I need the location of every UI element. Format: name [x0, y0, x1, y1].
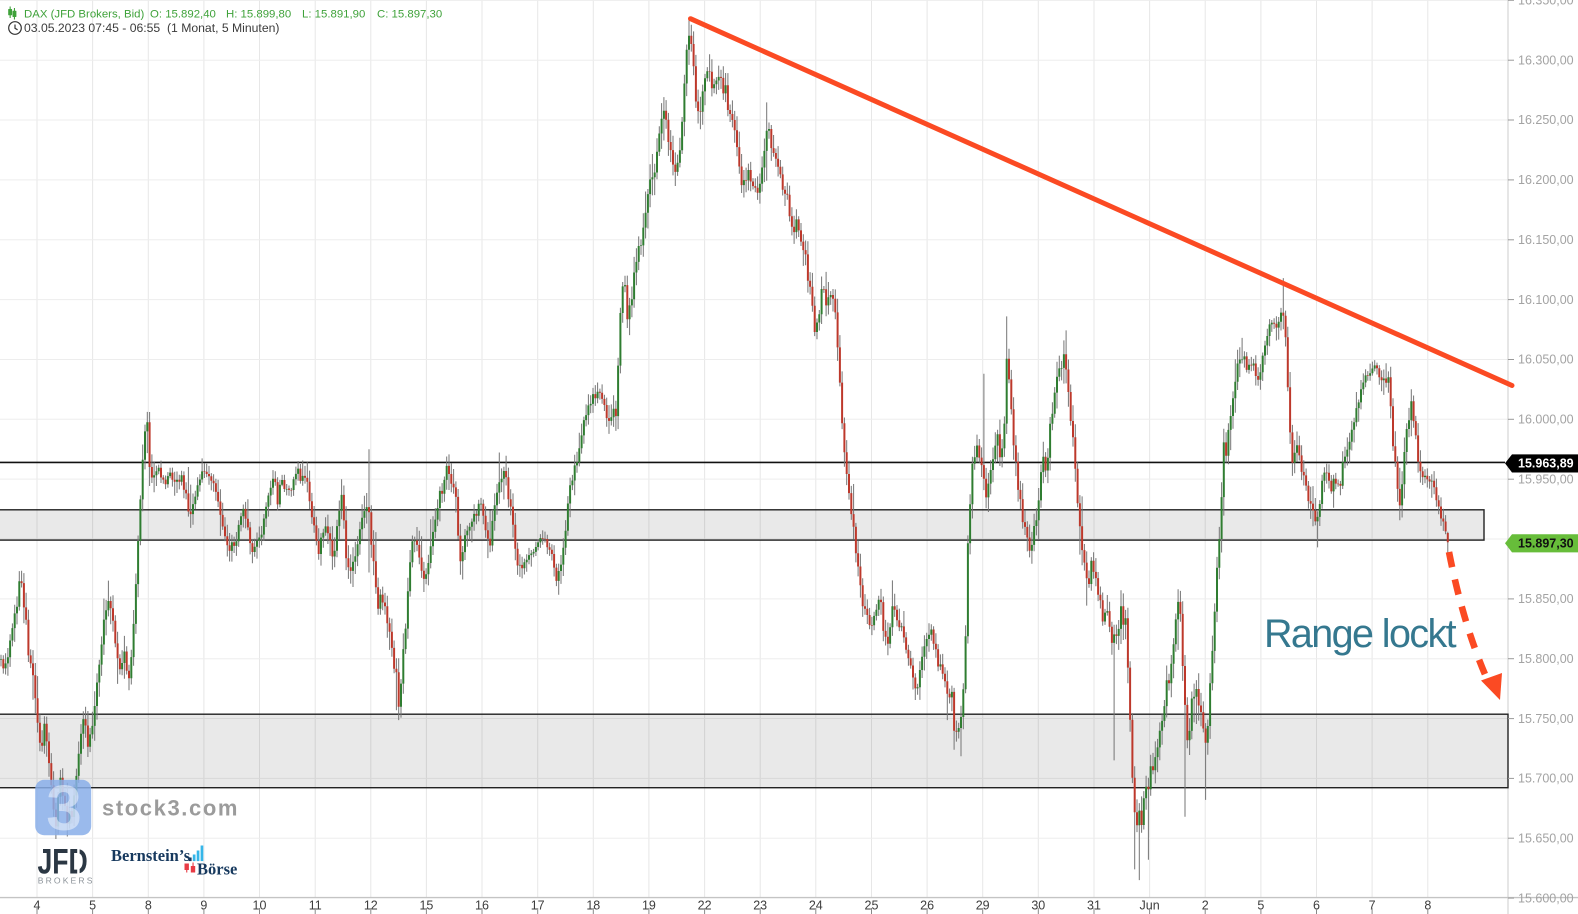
svg-text:25: 25: [865, 899, 879, 913]
svg-text:15.950,00: 15.950,00: [1518, 472, 1574, 486]
svg-text:15.650,00: 15.650,00: [1518, 832, 1574, 846]
svg-text:O: 15.892,40: O: 15.892,40: [150, 9, 216, 21]
svg-text:BROKERS: BROKERS: [38, 876, 95, 886]
svg-text:stock3.com: stock3.com: [102, 796, 239, 821]
svg-text:10: 10: [253, 899, 267, 913]
svg-text:15.750,00: 15.750,00: [1518, 712, 1574, 726]
svg-text:11: 11: [309, 899, 322, 913]
svg-text:16: 16: [475, 899, 489, 913]
svg-text:8: 8: [1424, 899, 1431, 913]
svg-text:L: 15.891,90: L: 15.891,90: [302, 9, 365, 21]
svg-text:5: 5: [89, 899, 96, 913]
svg-text:24: 24: [809, 899, 823, 913]
svg-text:16.300,00: 16.300,00: [1518, 53, 1574, 67]
svg-text:8: 8: [145, 899, 152, 913]
svg-text:23: 23: [753, 899, 767, 913]
svg-text:15.600,00: 15.600,00: [1518, 891, 1574, 905]
svg-text:H: 15.899,80: H: 15.899,80: [226, 9, 291, 21]
svg-text:16.200,00: 16.200,00: [1518, 173, 1574, 187]
svg-text:15.800,00: 15.800,00: [1518, 652, 1574, 666]
svg-text:Bernstein’s: Bernstein’s: [111, 846, 191, 865]
svg-text:22: 22: [698, 899, 712, 913]
svg-text:16.350,00: 16.350,00: [1518, 0, 1574, 8]
svg-text:3: 3: [46, 772, 82, 844]
svg-text:30: 30: [1031, 899, 1045, 913]
svg-text:16.000,00: 16.000,00: [1518, 413, 1574, 427]
svg-text:2: 2: [1202, 899, 1209, 913]
svg-text:5: 5: [1257, 899, 1264, 913]
svg-text:C: 15.897,30: C: 15.897,30: [377, 9, 442, 21]
svg-text:Jun: Jun: [1140, 899, 1160, 913]
svg-text:26: 26: [920, 899, 934, 913]
svg-text:Range lockt: Range lockt: [1264, 612, 1457, 656]
svg-text:15.897,30: 15.897,30: [1518, 537, 1574, 551]
svg-text:29: 29: [976, 899, 990, 913]
svg-text:15.963,89: 15.963,89: [1518, 457, 1574, 471]
svg-text:15.700,00: 15.700,00: [1518, 772, 1574, 786]
svg-text:19: 19: [642, 899, 656, 913]
svg-text:Börse: Börse: [197, 860, 237, 879]
svg-text:17: 17: [531, 899, 545, 913]
svg-text:4: 4: [34, 899, 41, 913]
svg-text:31: 31: [1087, 899, 1101, 913]
svg-text:6: 6: [1313, 899, 1320, 913]
svg-text:16.250,00: 16.250,00: [1518, 113, 1574, 127]
svg-text:7: 7: [1369, 899, 1376, 913]
svg-text:15.850,00: 15.850,00: [1518, 592, 1574, 606]
svg-text:12: 12: [364, 899, 378, 913]
svg-text:18: 18: [586, 899, 600, 913]
svg-text:9: 9: [200, 899, 207, 913]
svg-text:16.150,00: 16.150,00: [1518, 233, 1574, 247]
svg-text:16.100,00: 16.100,00: [1518, 293, 1574, 307]
svg-text:15: 15: [419, 899, 433, 913]
svg-text:16.050,00: 16.050,00: [1518, 353, 1574, 367]
svg-text:DAX (JFD Brokers, Bid): DAX (JFD Brokers, Bid): [24, 9, 144, 21]
svg-text:03.05.2023 07:45 - 06:55 (1 M: 03.05.2023 07:45 - 06:55 (1 Monat, 5 Min…: [24, 21, 279, 35]
